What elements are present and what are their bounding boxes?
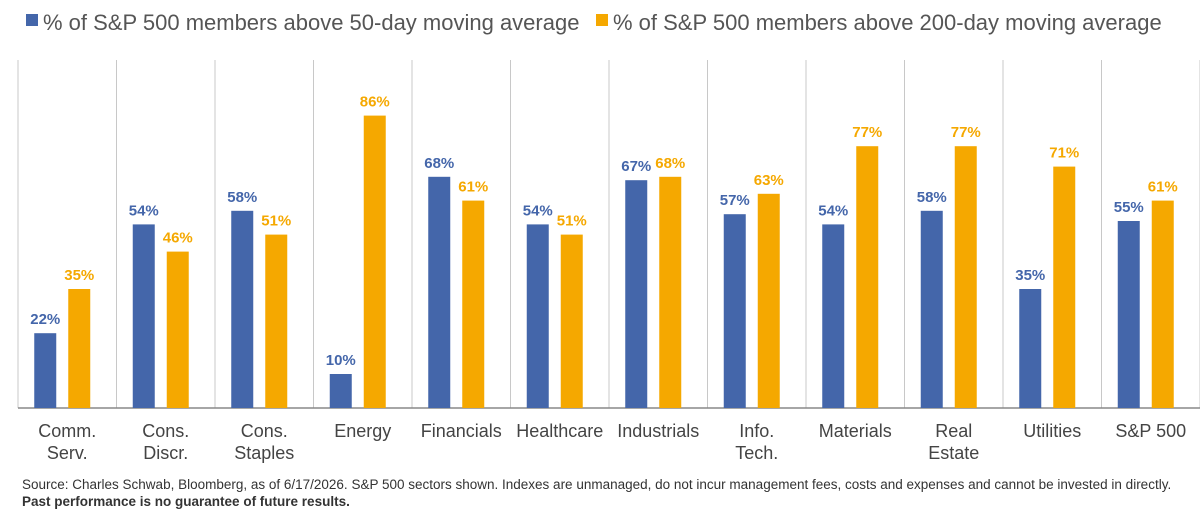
chart-value-labels: 22%35%54%46%58%51%10%86%68%61%54%51%67% 6… [30, 94, 1178, 369]
bar-50day [329, 374, 352, 408]
value-label-200day: 63% [754, 172, 784, 189]
bar-200day [954, 146, 977, 408]
category-label: Serv. [47, 443, 88, 463]
footnote-text: Source: Charles Schwab, Bloomberg, as of… [22, 477, 1172, 492]
value-label-50day: 22% [30, 311, 60, 328]
value-label-200day: 77% [852, 124, 882, 141]
value-label-50day: 54% [818, 202, 848, 219]
legend-label-2: % of S&P 500 members above 200-day movin… [613, 10, 1162, 35]
value-label-50day: 54% [523, 202, 553, 219]
bar-50day [231, 210, 254, 408]
bar-200day [265, 234, 288, 408]
value-label-200day: 71% [1049, 145, 1079, 162]
category-label: Utilities [1023, 421, 1081, 441]
value-label-50day: 58% [917, 189, 947, 206]
source-footnote: Source: Charles Schwab, Bloomberg, as of… [22, 476, 1182, 510]
category-label: Discr. [143, 443, 188, 463]
value-label-200day: 51% [557, 213, 587, 230]
category-label: S&P 500 [1115, 421, 1186, 441]
bar-200day [462, 200, 485, 408]
value-label-50day: 55% [1114, 199, 1144, 216]
legend-swatch-2 [596, 14, 608, 26]
bar-200day [166, 251, 189, 408]
category-label: Real [935, 421, 972, 441]
bar-chart: % of S&P 500 members above 50-day moving… [17, 10, 1200, 463]
bar-50day [822, 224, 845, 408]
legend-label-1: % of S&P 500 members above 50-day moving… [43, 10, 579, 35]
bar-50day [1117, 221, 1140, 408]
value-label-50day: 54% [129, 202, 159, 219]
category-label: Staples [234, 443, 294, 463]
legend-swatch-1 [26, 14, 38, 26]
category-label: Cons. [241, 421, 288, 441]
bar-50day [920, 210, 943, 408]
bar-200day [1053, 166, 1076, 408]
category-label: Energy [334, 421, 391, 441]
category-label: Estate [928, 443, 979, 463]
bar-50day [34, 333, 57, 408]
bar-200day [68, 289, 91, 408]
footnote-disclaimer: Past performance is no guarantee of futu… [22, 494, 350, 509]
bar-200day [363, 115, 386, 408]
value-label-200day: 68% [655, 155, 685, 172]
bar-200day [856, 146, 879, 408]
category-label: Info. [739, 421, 774, 441]
bar-200day [1151, 200, 1174, 408]
value-label-50day: 10% [326, 352, 356, 369]
value-label-50day: 58% [227, 189, 257, 206]
value-label-200day: 35% [64, 267, 94, 284]
value-label-50day: 68% [424, 155, 454, 172]
bar-200day [757, 193, 780, 408]
bar-50day [526, 224, 549, 408]
chart-bars [34, 115, 1174, 408]
bar-50day [1019, 289, 1042, 408]
value-label-50day: 57% [720, 192, 750, 209]
value-label-200day: 51% [261, 213, 291, 230]
bar-50day [723, 214, 746, 408]
category-label: Financials [421, 421, 502, 441]
bar-200day [560, 234, 583, 408]
chart-legend: % of S&P 500 members above 50-day moving… [26, 10, 1162, 35]
category-label: Cons. [142, 421, 189, 441]
value-label-200day: 46% [163, 230, 193, 247]
value-label-200day: 77% [951, 124, 981, 141]
bar-200day [659, 176, 682, 408]
chart-grid [17, 60, 1200, 409]
bar-50day [428, 176, 451, 408]
bar-50day [625, 180, 648, 408]
value-label-50day: 67% [621, 158, 651, 175]
category-label: Comm. [38, 421, 96, 441]
category-label: Healthcare [516, 421, 603, 441]
value-label-200day: 86% [360, 94, 390, 111]
category-label: Tech. [735, 443, 778, 463]
category-label: Materials [819, 421, 892, 441]
value-label-200day: 61% [458, 179, 488, 196]
value-label-50day: 35% [1015, 267, 1045, 284]
value-label-200day: 61% [1148, 179, 1178, 196]
category-label: Industrials [617, 421, 699, 441]
bar-50day [132, 224, 155, 408]
